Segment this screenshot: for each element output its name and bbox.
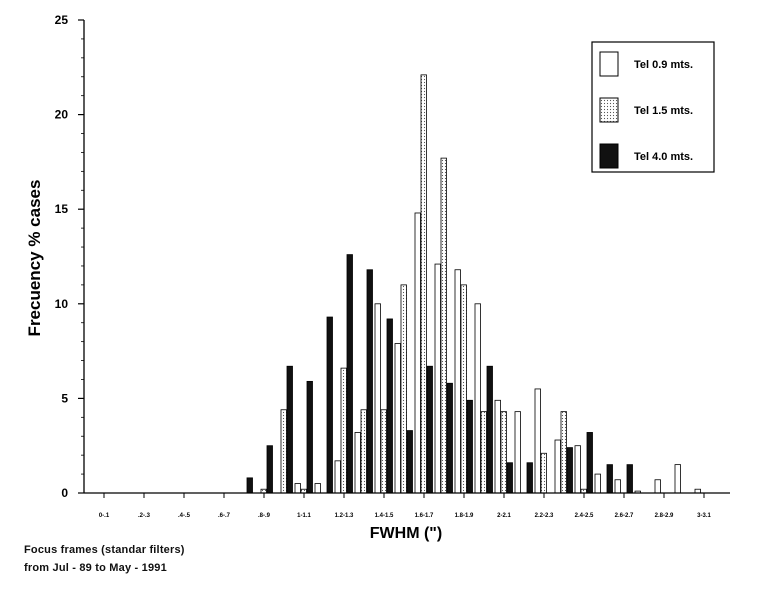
bar-black — [446, 382, 453, 494]
y-tick-label: 0 — [61, 486, 68, 500]
y-tick-label: 5 — [61, 391, 68, 405]
y-axis-label: Frecuency % cases — [25, 180, 44, 337]
bar-white — [394, 343, 401, 494]
bar-dotted — [440, 157, 447, 494]
x-axis-label: FWHM (") — [370, 525, 442, 542]
x-tick-label: .4-.5 — [178, 513, 191, 519]
bar-white — [674, 464, 681, 494]
bar-white — [554, 439, 561, 494]
bar-white — [654, 479, 661, 494]
legend-label: Tel 1.5 mts. — [634, 105, 693, 117]
bar-dotted — [280, 409, 287, 494]
caption-line-2: from Jul - 89 to May - 1991 — [24, 562, 167, 574]
y-tick-label: 20 — [55, 108, 69, 122]
bar-dotted — [460, 284, 467, 494]
bar-white — [454, 269, 461, 494]
x-tick-label: 0-.1 — [99, 513, 110, 519]
bar-dotted — [400, 284, 407, 494]
x-tick-label: .6-.7 — [218, 513, 231, 519]
legend-swatch — [599, 51, 619, 77]
x-tick-label: 2.6-2.7 — [615, 513, 634, 519]
bar-black — [406, 430, 413, 494]
bar-black — [286, 365, 293, 494]
bar-white — [514, 411, 521, 494]
bar-black — [306, 380, 313, 494]
bar-dotted — [380, 409, 387, 494]
bar-black — [526, 462, 533, 494]
x-tick-label: 1.6-1.7 — [415, 513, 434, 519]
bar-white — [614, 479, 621, 494]
x-tick-label: .8-.9 — [258, 513, 271, 519]
x-axis-ticks: 0-.1 .2-.3 .4-.5 .6-.7 .8-.9 1-1.1 1.2-1.3 1.4-… — [99, 493, 711, 519]
bar-black — [346, 254, 353, 494]
bars — [246, 74, 701, 494]
bar-black — [586, 432, 593, 494]
legend-swatch — [599, 97, 619, 123]
x-tick-label: 2-2.1 — [497, 513, 511, 519]
bar-dotted — [500, 411, 507, 494]
bar-black — [266, 445, 273, 494]
x-tick-label: 2.8-2.9 — [655, 513, 674, 519]
bar-white — [494, 399, 501, 494]
x-tick-label: .2-.3 — [138, 513, 151, 519]
legend-label: Tel 4.0 mts. — [634, 151, 693, 163]
x-tick-label: 1.4-1.5 — [375, 513, 394, 519]
bar-white — [474, 303, 481, 494]
bar-white — [574, 445, 581, 494]
bar-white — [314, 483, 321, 494]
x-tick-label: 2.4-2.5 — [575, 513, 594, 519]
bar-black — [426, 365, 433, 494]
y-tick-label: 10 — [55, 297, 69, 311]
x-tick-label: 3-3.1 — [697, 513, 711, 519]
bar-dotted — [540, 452, 547, 494]
bar-dotted — [420, 74, 427, 494]
bar-black — [246, 477, 253, 494]
x-tick-label: 1.2-1.3 — [335, 513, 354, 519]
bar-white — [354, 432, 361, 494]
bar-white — [374, 303, 381, 494]
bar-dotted — [360, 409, 367, 494]
bar-white — [294, 483, 301, 494]
bar-dotted — [480, 411, 487, 494]
y-tick-label: 15 — [55, 202, 69, 216]
bar-white — [434, 263, 441, 494]
bar-white — [334, 460, 341, 494]
bar-black — [466, 399, 473, 494]
x-tick-label: 1-1.1 — [297, 513, 311, 519]
legend: Tel 0.9 mts. Tel 1.5 mts. Tel 4.0 mts. — [591, 41, 715, 173]
bar-black — [606, 464, 613, 494]
x-tick-label: 2.2-2.3 — [535, 513, 554, 519]
bar-black — [366, 269, 373, 494]
bar-black — [486, 365, 493, 494]
bar-white — [414, 212, 421, 494]
bar-white — [534, 388, 541, 494]
legend-label: Tel 0.9 mts. — [634, 59, 693, 71]
bar-dotted — [340, 367, 347, 494]
y-tick-label: 25 — [55, 13, 69, 27]
legend-swatch — [599, 143, 619, 169]
x-tick-label: 1.8-1.9 — [455, 513, 474, 519]
bar-black — [626, 464, 633, 494]
caption-line-1: Focus frames (standar filters) — [24, 544, 185, 556]
bar-black — [326, 316, 333, 494]
bar-dotted — [560, 411, 567, 494]
bar-black — [386, 318, 393, 494]
bar-white — [594, 473, 601, 494]
y-axis-ticks: 0 5 10 15 20 25 — [55, 13, 84, 500]
bar-black — [566, 447, 573, 494]
bar-black — [506, 462, 513, 494]
